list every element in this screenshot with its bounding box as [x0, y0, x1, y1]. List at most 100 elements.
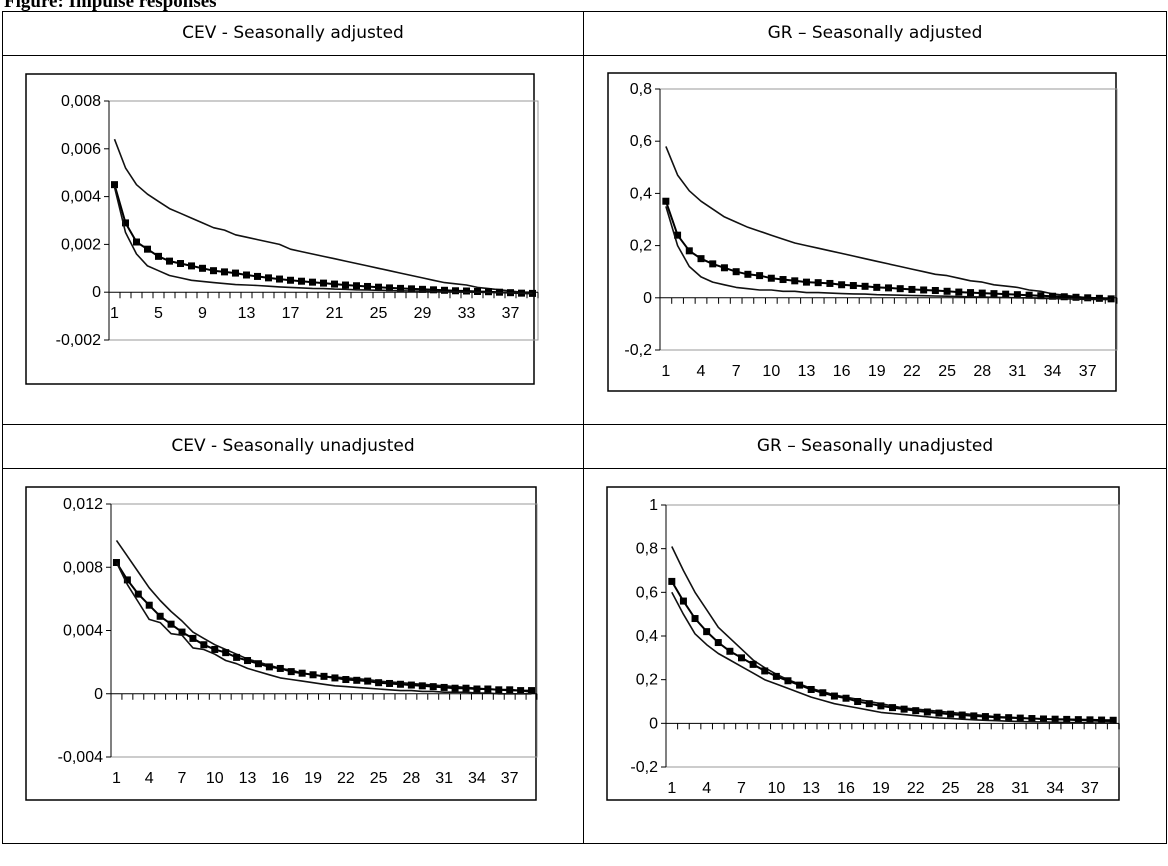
marker-point-cev-sa	[166, 257, 173, 265]
marker-point-gr-sa	[955, 288, 963, 296]
marker-point-gr-sa	[1095, 294, 1103, 302]
marker-point-cev-sa	[441, 286, 448, 294]
marker-point-gr-su	[749, 660, 757, 668]
marker-point-gr-sa	[1060, 293, 1068, 301]
marker-point-gr-su	[761, 667, 769, 675]
panel-title-cev-su: CEV - Seasonally unadjusted	[2, 424, 584, 469]
marker-point-cev-sa	[210, 267, 217, 275]
marker-point-gr-sa	[861, 282, 869, 290]
marker-point-gr-su	[1005, 714, 1013, 722]
y-tick-label-cev-sa: 0	[92, 284, 101, 301]
marker-point-cev-sa	[122, 219, 129, 227]
marker-point-gr-sa	[674, 231, 682, 239]
marker-point-cev-su	[528, 687, 536, 695]
marker-point-cev-sa	[353, 282, 360, 290]
y-tick-label-cev-sa: 0,008	[61, 93, 101, 110]
x-tick-label-cev-sa: 13	[238, 305, 256, 322]
marker-point-cev-su	[244, 657, 252, 665]
marker-point-cev-sa	[155, 252, 162, 260]
marker-point-gr-su	[900, 705, 908, 713]
marker-point-gr-su	[947, 710, 955, 718]
marker-point-gr-su	[703, 628, 711, 636]
marker-point-cev-su	[276, 664, 284, 672]
x-tick-label-cev-su: 37	[501, 770, 519, 787]
x-tick-label-gr-su: 34	[1046, 780, 1064, 797]
plot-area-cev-su	[110, 503, 538, 758]
marker-point-cev-su	[167, 620, 175, 628]
marker-point-gr-su	[691, 615, 699, 623]
marker-point-cev-sa	[276, 275, 283, 283]
series-line-upper-gr-sa	[665, 146, 1112, 300]
marker-point-cev-su	[298, 669, 306, 677]
y-tick-label-gr-su: 0,2	[636, 672, 658, 689]
marker-point-cev-su	[145, 601, 153, 609]
marker-point-gr-su	[738, 654, 745, 662]
marker-point-cev-su	[200, 641, 208, 649]
x-tick-label-gr-su: 4	[702, 780, 711, 797]
marker-point-gr-su	[1086, 716, 1094, 724]
marker-point-cev-su	[156, 612, 164, 620]
marker-point-cev-sa	[397, 284, 404, 292]
y-tick-label-gr-su: -0,2	[630, 759, 658, 776]
series-line-estimate-gr-su	[670, 580, 1114, 722]
marker-point-cev-sa	[287, 276, 294, 284]
marker-point-gr-su	[1074, 716, 1082, 724]
marker-point-gr-sa	[709, 260, 717, 268]
marker-point-cev-su	[451, 684, 459, 692]
x-tick-label-gr-sa: 4	[697, 363, 706, 380]
marker-point-gr-sa	[1072, 293, 1080, 301]
marker-point-cev-su	[429, 683, 437, 691]
marker-point-gr-sa	[920, 286, 928, 294]
marker-point-gr-sa	[685, 247, 693, 255]
marker-point-gr-su	[935, 709, 943, 717]
marker-point-cev-su	[484, 685, 492, 693]
x-tick-label-gr-su: 25	[942, 780, 960, 797]
marker-point-cev-sa	[221, 268, 228, 276]
marker-point-gr-su	[830, 692, 838, 700]
marker-point-gr-su	[1051, 715, 1059, 723]
series-line-lower-cev-sa	[113, 186, 533, 295]
x-tick-label-gr-su: 28	[977, 780, 995, 797]
marker-point-gr-su	[807, 685, 815, 693]
panel-title-gr-su: GR – Seasonally unadjusted	[583, 424, 1167, 469]
chart-cell-gr-sa: -0,2 0 0,2 0,4 0,6 0,8 1 4 7 10 13 16 19 22 25 28 31 34 37	[583, 55, 1167, 425]
x-tick-label-cev-su: 16	[271, 770, 289, 787]
chart-frame-cev-sa	[25, 73, 535, 385]
marker-point-cev-su	[189, 634, 197, 642]
marker-point-gr-sa	[720, 264, 728, 272]
marker-point-cev-sa	[298, 277, 305, 285]
x-tick-label-gr-su: 16	[837, 780, 855, 797]
x-tick-label-gr-sa: 37	[1079, 363, 1097, 380]
marker-point-cev-su	[178, 628, 186, 636]
marker-point-cev-su	[309, 671, 317, 679]
marker-point-cev-su	[112, 559, 120, 567]
header-row-1: CEV - Seasonally adjusted GR – Seasonall…	[2, 11, 1167, 56]
chart-cell-cev-su: -0,004 0 0,004 0,008 0,012 1 4 7 10 13 16 19 22 25 28 3…	[2, 468, 584, 844]
chart-cev-seasonally-adjusted: -0,002 0 0,002 0,004 0,006 0,008 1 5 9 13 17 21 25 29…	[25, 73, 539, 385]
y-tick-label-cev-sa: 0,004	[61, 189, 101, 206]
x-tick-label-cev-su: 13	[239, 770, 257, 787]
marker-point-gr-sa	[697, 255, 705, 263]
series-line-lower-gr-su	[671, 591, 1114, 724]
marker-point-gr-su	[1109, 716, 1117, 724]
x-tick-label-cev-sa: 17	[282, 305, 300, 322]
marker-point-gr-sa	[849, 282, 857, 290]
marker-point-cev-sa	[430, 286, 437, 294]
marker-point-cev-sa	[419, 285, 426, 293]
y-tick-label-cev-su: 0,012	[63, 496, 103, 513]
marker-point-gr-su	[854, 698, 862, 705]
marker-point-gr-sa	[873, 283, 881, 291]
marker-point-cev-su	[386, 679, 394, 687]
marker-point-cev-su	[517, 687, 525, 695]
y-tick-label-gr-sa: 0,4	[630, 185, 652, 202]
y-tick-label-gr-su: 0,6	[636, 584, 658, 601]
y-tick-label-gr-su: 0,8	[636, 541, 658, 558]
marker-point-gr-su	[726, 647, 734, 655]
x-tick-label-gr-sa: 34	[1044, 363, 1062, 380]
marker-point-gr-sa	[826, 279, 834, 287]
marker-point-gr-su	[819, 689, 827, 697]
marker-point-gr-su	[784, 677, 792, 685]
y-tick-label-cev-sa: 0,006	[61, 141, 101, 158]
series-line-estimate-gr-sa	[664, 200, 1112, 300]
chart-cell-gr-su: -0,2 0 0,2 0,4 0,6 0,8 1 1 4 7 10 13 16 19 22 25 28 31 34 3…	[583, 468, 1167, 844]
